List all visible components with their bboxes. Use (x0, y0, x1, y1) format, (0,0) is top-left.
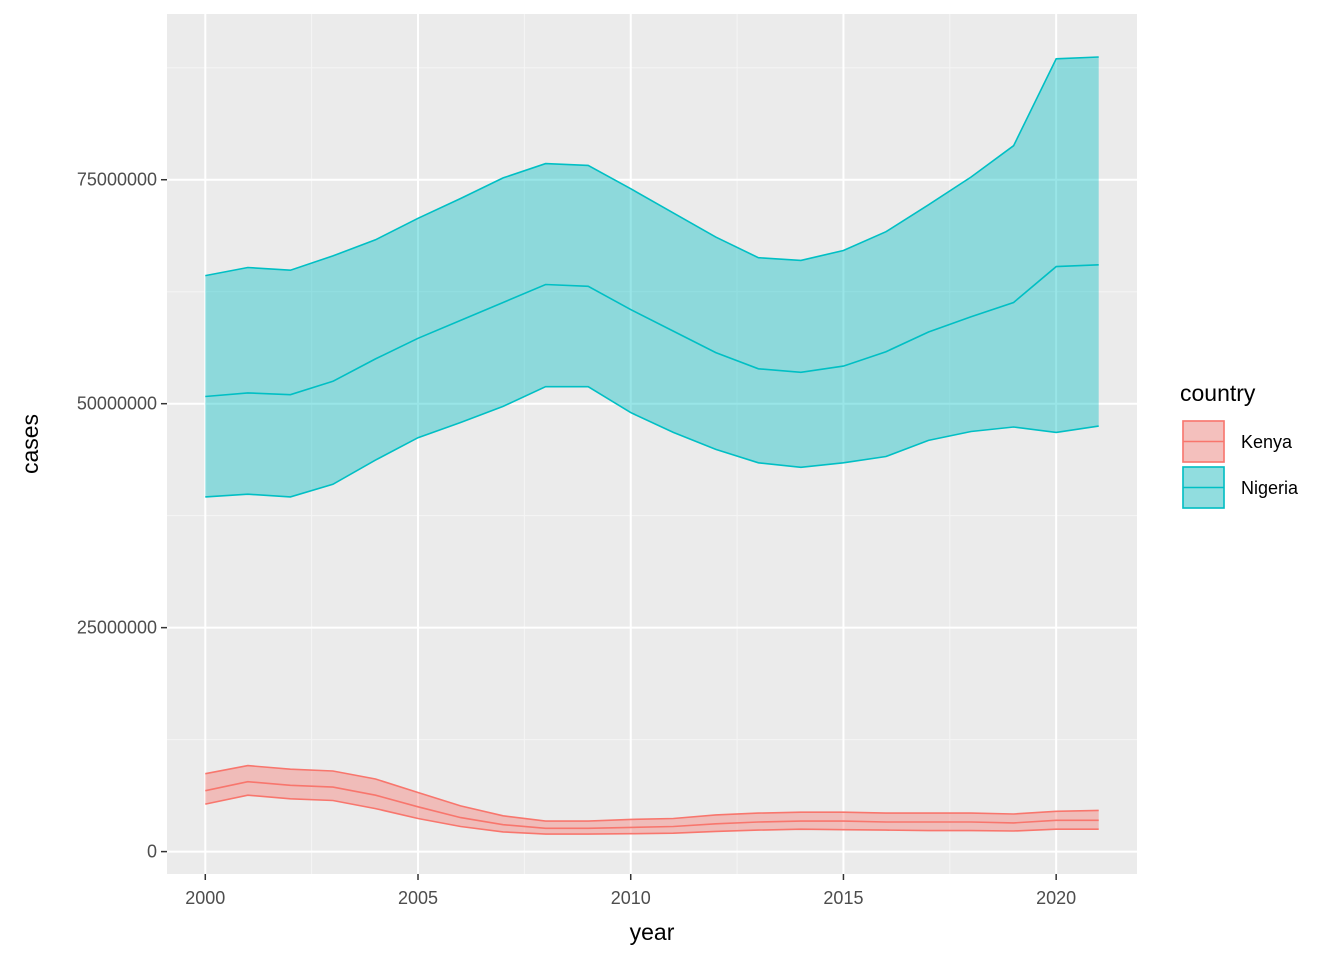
x-axis-title: year (630, 919, 675, 945)
x-tick-label: 2010 (611, 888, 651, 908)
series-nigeria (205, 56, 1099, 498)
line-kenya-upper (205, 764, 1099, 822)
line-nigeria-lower (205, 385, 1099, 498)
x-axis: 2000 2005 2010 2015 2020 (185, 874, 1076, 908)
y-axis-title: cases (17, 414, 43, 474)
x-tick-label: 2005 (398, 888, 438, 908)
grid-minor (167, 14, 1137, 874)
legend-title: country (1180, 380, 1256, 406)
x-tick-label: 2000 (185, 888, 225, 908)
line-kenya-lower (205, 794, 1099, 835)
line-nigeria-median (205, 264, 1099, 398)
y-tick-label: 0 (147, 842, 157, 862)
series-layer (205, 56, 1099, 835)
ribbon-nigeria (205, 57, 1099, 497)
legend-label-nigeria: Nigeria (1241, 478, 1299, 498)
line-nigeria-upper (205, 56, 1099, 277)
line-kenya-median (205, 780, 1099, 830)
y-axis: 0 25000000 50000000 75000000 (77, 170, 167, 862)
x-tick-label: 2015 (823, 888, 863, 908)
y-tick-label: 25000000 (77, 618, 157, 638)
legend: country Kenya Nigeria (1180, 380, 1299, 509)
legend-label-kenya: Kenya (1241, 432, 1293, 452)
grid-major (167, 14, 1137, 874)
series-kenya (205, 764, 1099, 835)
legend-item-kenya: Kenya (1182, 420, 1293, 463)
legend-item-nigeria: Nigeria (1182, 466, 1299, 509)
ribbon-kenya (205, 765, 1099, 835)
plot-panel (167, 14, 1137, 874)
y-tick-label: 75000000 (77, 170, 157, 190)
x-tick-label: 2020 (1036, 888, 1076, 908)
y-tick-label: 50000000 (77, 394, 157, 414)
